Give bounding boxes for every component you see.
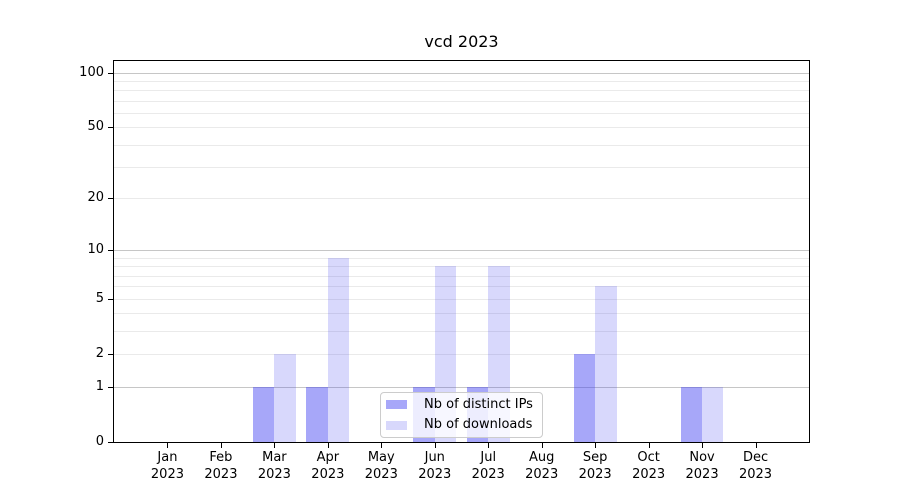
x-axis-tick (327, 443, 329, 448)
x-axis-tick-label: Feb 2023 (204, 450, 238, 482)
legend-label-distinct-ips: Nb of distinct IPs (424, 396, 533, 412)
x-axis-tick-label: Mar 2023 (257, 450, 291, 482)
y-axis-tick (108, 250, 113, 252)
y-axis-tick (108, 198, 113, 200)
x-axis-tick (702, 443, 704, 448)
y-axis-tick-label: 5 (95, 290, 104, 306)
gridline-major (114, 72, 809, 74)
gridline-minor (114, 331, 809, 333)
gridline-minor (114, 266, 809, 268)
bar-downloads (327, 257, 350, 442)
x-axis-tick (755, 443, 757, 448)
y-axis-tick (108, 298, 113, 300)
y-axis-tick-label: 2 (95, 346, 104, 362)
x-axis-tick-label: May 2023 (364, 450, 398, 482)
x-axis-tick-label: Sep 2023 (578, 450, 612, 482)
legend: Nb of distinct IPs Nb of downloads (380, 392, 543, 438)
x-axis-tick (595, 443, 597, 448)
x-axis-tick (648, 443, 650, 448)
legend-item-distinct-ips: Nb of distinct IPs (381, 396, 542, 413)
x-axis-tick (381, 443, 383, 448)
gridline-major (114, 250, 809, 252)
bar-downloads (595, 286, 617, 442)
bar-distinct-ips (573, 354, 596, 442)
y-axis-tick (108, 386, 113, 388)
y-axis-tick-label: 100 (79, 64, 104, 80)
gridline-minor (114, 275, 809, 277)
y-axis-tick-label: 50 (87, 119, 104, 135)
gridline-major (114, 386, 809, 388)
x-axis-tick-label: Jan 2023 (150, 450, 184, 482)
x-axis-tick-label: Nov 2023 (685, 450, 719, 482)
x-axis-tick (488, 443, 490, 448)
y-axis-tick (108, 127, 113, 129)
bar-distinct-ips (306, 386, 328, 442)
legend-swatch-distinct-ips (386, 400, 407, 410)
gridline-minor (114, 144, 809, 146)
chart-title: vcd 2023 (424, 32, 499, 51)
x-axis-tick-label: Apr 2023 (311, 450, 345, 482)
y-axis-tick (108, 354, 113, 356)
x-axis-tick (434, 443, 436, 448)
gridline-minor (114, 298, 809, 300)
y-axis-tick-label: 0 (95, 434, 104, 449)
bar-downloads (274, 354, 296, 442)
gridline-minor (114, 354, 809, 356)
gridline-minor (114, 286, 809, 288)
legend-swatch-downloads (386, 420, 407, 430)
gridline-minor (114, 167, 809, 169)
x-axis-tick-label: Aug 2023 (525, 450, 559, 482)
x-axis-tick-label: Dec 2023 (738, 450, 773, 482)
x-axis-tick-label: Jun 2023 (418, 450, 452, 482)
x-axis-tick-label: Oct 2023 (632, 450, 666, 482)
y-axis-tick (108, 442, 113, 443)
x-axis-tick (274, 443, 276, 448)
x-axis-tick (167, 443, 169, 448)
gridline-minor (114, 81, 809, 83)
y-axis-tick-label: 1 (95, 378, 104, 394)
legend-item-downloads: Nb of downloads (381, 417, 542, 434)
bar-distinct-ips (680, 386, 703, 442)
gridline-minor (114, 198, 809, 200)
x-axis-tick (220, 443, 222, 448)
y-axis-tick-label: 10 (87, 242, 104, 258)
gridline-minor (114, 100, 809, 102)
gridline-minor (114, 127, 809, 129)
bar-distinct-ips (253, 386, 275, 442)
gridline-minor (114, 313, 809, 315)
gridline-minor (114, 257, 809, 259)
bar-downloads (702, 386, 724, 442)
x-axis-tick-label: Jul 2023 (471, 450, 505, 482)
y-axis-tick (108, 72, 113, 74)
plot-area (113, 60, 810, 443)
gridline-minor (114, 113, 809, 115)
gridline-minor (114, 90, 809, 92)
x-axis-tick (541, 443, 543, 448)
legend-label-downloads: Nb of downloads (424, 417, 533, 433)
y-axis-tick-label: 20 (87, 190, 104, 206)
